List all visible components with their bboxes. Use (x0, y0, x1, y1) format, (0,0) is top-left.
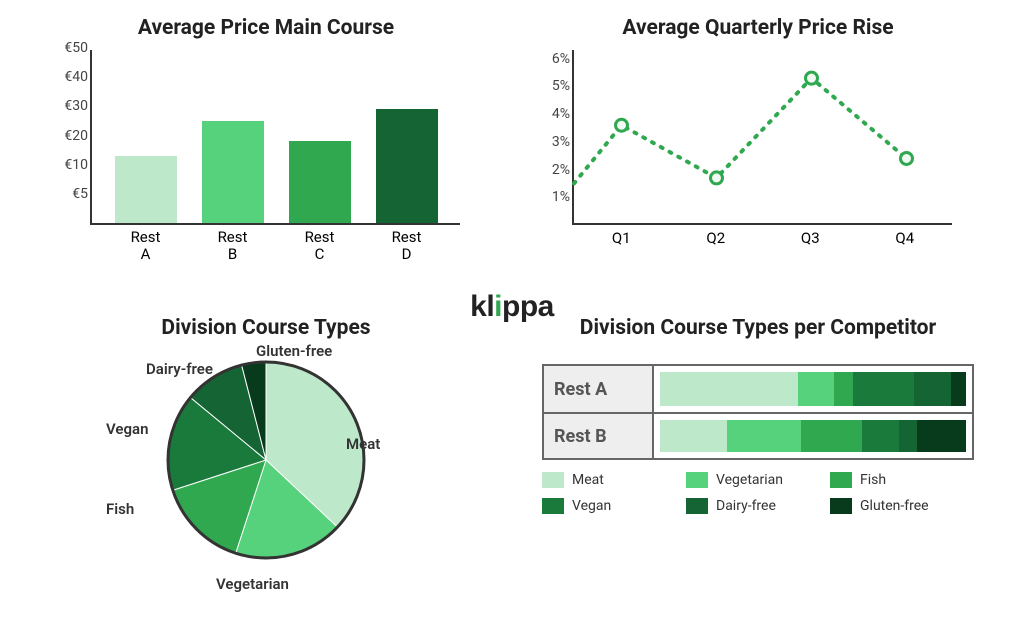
bar-x-label: RestA (115, 229, 177, 264)
pie-chart-panel: Division Course Types MeatVegetarianFish… (20, 310, 512, 620)
bar (115, 156, 177, 223)
row-label: Rest A (544, 366, 654, 412)
bar-y-tick-label: €10 (64, 157, 88, 173)
stacked-bar (660, 420, 966, 452)
bar-segment (660, 420, 727, 452)
bar-y-tick-label: €30 (64, 98, 88, 114)
pie-slice-label: Fish (106, 500, 134, 518)
legend-label: Gluten-free (860, 498, 929, 514)
legend-item: Vegetarian (686, 472, 830, 488)
bar-segment (914, 372, 951, 406)
bar-y-tick-label: €5 (72, 186, 88, 202)
pie-slice-label: Meat (346, 435, 380, 453)
stacked-chart-title: Division Course Types per Competitor (512, 316, 1004, 340)
legend-swatch (830, 498, 852, 514)
legend: Meat Vegetarian Fish Vegan Dairy-free Gluten-… (542, 472, 974, 514)
bar-segment (834, 372, 852, 406)
bar-y-tick-label: €50 (64, 40, 88, 56)
legend-swatch (686, 498, 708, 514)
bar-chart-title: Average Price Main Course (20, 16, 512, 40)
legend-label: Vegan (572, 498, 611, 514)
bar-segment (917, 420, 966, 452)
stacked-bar (660, 372, 966, 406)
line-y-tick-label: 1% (552, 189, 570, 205)
bar-y-tick-label: €20 (64, 128, 88, 144)
bar-segment (853, 372, 914, 406)
bar (376, 109, 438, 223)
line-y-tick-label: 4% (552, 106, 570, 122)
legend-item: Fish (830, 472, 974, 488)
line-marker (711, 172, 723, 184)
line-x-label: Q3 (780, 229, 840, 247)
brand-logo: klippa (470, 290, 554, 324)
line-y-tick-label: 6% (552, 51, 570, 67)
bar (289, 141, 351, 223)
row-bar-cell (654, 414, 972, 458)
legend-label: Vegetarian (716, 472, 783, 488)
pie-chart-plot: MeatVegetarianFishVeganDairy-freeGluten-… (136, 350, 396, 570)
pie-slice-label: Dairy-free (146, 360, 213, 378)
line-y-tick-label: 2% (552, 162, 570, 178)
pie-slice-label: Vegan (106, 420, 148, 438)
legend-label: Fish (860, 472, 886, 488)
bar-segment (801, 420, 862, 452)
row-label: Rest B (544, 414, 654, 458)
legend-item: Gluten-free (830, 498, 974, 514)
pie-chart-title: Division Course Types (20, 316, 512, 340)
pie-slice-label: Vegetarian (216, 575, 289, 593)
bar-chart-panel: Average Price Main Course €5€10€20€30€40… (20, 10, 512, 310)
competitor-table: Rest ARest B (542, 364, 974, 460)
line-chart-title: Average Quarterly Price Rise (512, 16, 1004, 40)
bar-x-label: RestB (202, 229, 264, 264)
line-x-label: Q2 (686, 229, 746, 247)
bar-y-tick-label: €40 (64, 69, 88, 85)
line-x-label: Q4 (875, 229, 935, 247)
line-marker (616, 119, 628, 131)
table-row: Rest A (544, 366, 972, 412)
logo-text: klippa (470, 290, 554, 323)
line-marker (806, 72, 818, 84)
line-chart-panel: Average Quarterly Price Rise 1%2%3%4%5%6… (512, 10, 1004, 310)
legend-swatch (686, 472, 708, 488)
bar-segment (660, 372, 798, 406)
bar-segment (899, 420, 917, 452)
legend-item: Vegan (542, 498, 686, 514)
pie-slice-label: Gluten-free (256, 342, 332, 360)
bar-x-label: RestC (289, 229, 351, 264)
legend-swatch (830, 472, 852, 488)
legend-swatch (542, 472, 564, 488)
legend-item: Dairy-free (686, 498, 830, 514)
line-x-label: Q1 (591, 229, 651, 247)
bar-segment (798, 372, 835, 406)
stacked-chart-panel: Division Course Types per Competitor Res… (512, 310, 1004, 620)
legend-swatch (542, 498, 564, 514)
line-y-tick-label: 3% (552, 134, 570, 150)
bar-chart-plot: €5€10€20€30€40€50 RestARestBRestCRestD (90, 50, 460, 225)
line-marker (901, 153, 913, 165)
line-chart-plot: 1%2%3%4%5%6% Q1Q2Q3Q4 (572, 50, 952, 225)
bar-segment (727, 420, 800, 452)
legend-label: Dairy-free (716, 498, 776, 514)
bar-segment (862, 420, 899, 452)
table-row: Rest B (544, 412, 972, 458)
bar-x-label: RestD (376, 229, 438, 264)
line-y-tick-label: 5% (552, 78, 570, 94)
row-bar-cell (654, 366, 972, 412)
bar-segment (951, 372, 966, 406)
bar (202, 121, 264, 223)
legend-label: Meat (572, 472, 604, 488)
legend-item: Meat (542, 472, 686, 488)
